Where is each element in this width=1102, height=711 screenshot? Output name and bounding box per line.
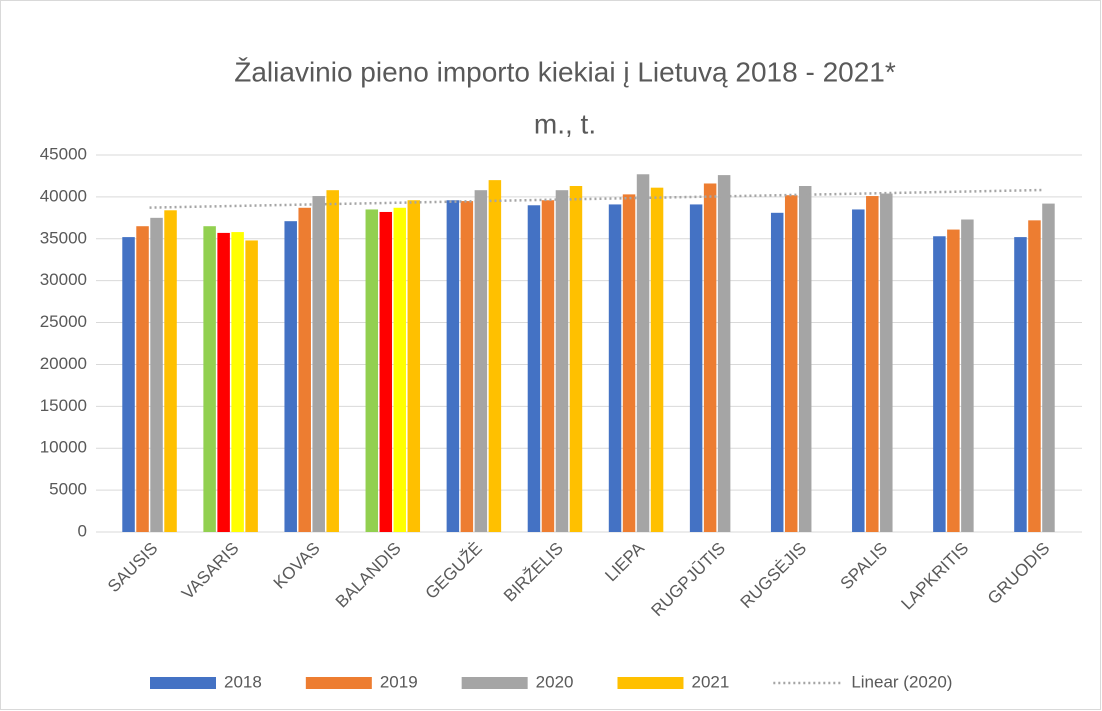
bar xyxy=(393,207,407,532)
legend-swatch xyxy=(150,677,216,689)
legend-label: 2021 xyxy=(691,672,729,691)
bar xyxy=(407,200,421,533)
bar xyxy=(770,212,784,532)
bar xyxy=(947,229,960,532)
chart-title: m., t. xyxy=(534,108,596,139)
legend-label: 2020 xyxy=(536,672,574,691)
y-tick-label: 20000 xyxy=(40,354,87,373)
bar xyxy=(298,207,311,532)
bar xyxy=(703,183,717,533)
legend-swatch xyxy=(305,677,372,689)
bar xyxy=(379,211,393,533)
bar xyxy=(961,219,974,532)
bar xyxy=(784,195,798,533)
bar xyxy=(689,204,703,532)
bar xyxy=(231,232,244,532)
bar xyxy=(136,226,149,532)
bar xyxy=(217,232,230,532)
y-tick-label: 0 xyxy=(78,521,87,540)
bar xyxy=(474,190,488,533)
trendline xyxy=(149,188,1042,209)
bar xyxy=(312,196,325,532)
bar xyxy=(527,205,541,532)
bar xyxy=(866,196,879,532)
bar xyxy=(852,209,865,532)
bar xyxy=(245,240,258,532)
bar xyxy=(569,185,583,532)
bar xyxy=(365,209,379,532)
bar xyxy=(880,193,893,532)
bar xyxy=(150,217,163,533)
bar xyxy=(608,204,622,532)
bar xyxy=(622,194,636,532)
bar xyxy=(1014,237,1027,532)
bar xyxy=(1042,203,1055,532)
bar xyxy=(717,175,731,532)
legend-swatch xyxy=(461,677,528,689)
bar xyxy=(636,174,650,532)
bar xyxy=(122,237,135,532)
bar xyxy=(326,190,339,533)
y-tick-label: 35000 xyxy=(40,228,87,247)
bar xyxy=(460,201,474,533)
bar xyxy=(798,185,812,532)
bar xyxy=(650,187,664,532)
legend-label: Linear (2020) xyxy=(851,672,952,691)
chart-title: Žaliavinio pieno importo kiekiai į Lietu… xyxy=(234,56,896,87)
bar xyxy=(541,200,555,533)
y-tick-label: 15000 xyxy=(40,396,87,415)
bar xyxy=(488,180,502,532)
bar xyxy=(555,190,569,533)
y-tick-label: 10000 xyxy=(40,438,87,457)
legend-label: 2018 xyxy=(224,672,262,691)
bar xyxy=(203,226,216,532)
bar xyxy=(284,221,297,532)
bar xyxy=(164,210,177,532)
y-tick-label: 25000 xyxy=(40,312,87,331)
y-tick-label: 5000 xyxy=(49,480,87,499)
legend-label: 2019 xyxy=(380,672,418,691)
y-tick-label: 45000 xyxy=(40,144,87,163)
legend-swatch xyxy=(617,677,684,689)
bar xyxy=(1028,220,1041,532)
y-tick-label: 40000 xyxy=(40,186,87,205)
y-tick-label: 30000 xyxy=(40,270,87,289)
bar xyxy=(446,200,460,533)
bar xyxy=(933,236,946,532)
